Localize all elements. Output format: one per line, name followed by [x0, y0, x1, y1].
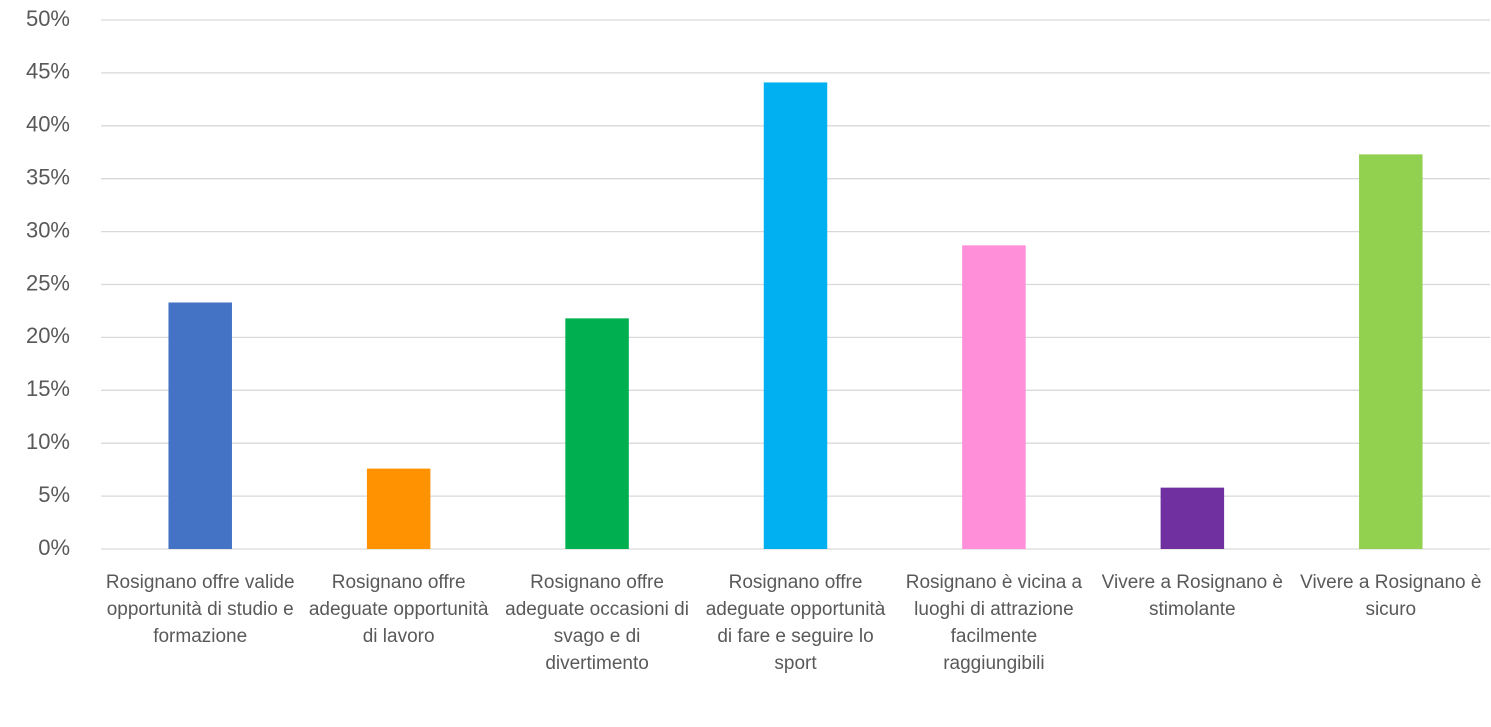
x-tick-label: Vivere a Rosignano è stimolante: [1101, 572, 1283, 620]
y-tick-label: 50%: [26, 6, 70, 31]
bar: [168, 302, 232, 549]
bar: [962, 245, 1026, 549]
y-tick-label: 20%: [26, 323, 70, 348]
x-tick-label: Rosignano offre adeguate opportunità di …: [705, 572, 886, 674]
x-tick-label: Rosignano offre adeguate occasioni di sv…: [505, 572, 689, 674]
y-tick-label: 10%: [26, 429, 70, 454]
bar: [1160, 487, 1225, 549]
y-tick-label: 45%: [26, 59, 70, 84]
y-tick-label: 30%: [26, 217, 70, 242]
bar: [565, 318, 629, 549]
y-tick-label: 15%: [26, 376, 70, 401]
y-tick-label: 25%: [26, 270, 70, 295]
bar: [366, 468, 431, 549]
x-tick-label: Rosignano offre adeguate opportunità di …: [308, 572, 489, 647]
x-tick-label: Rosignano è vicina a luoghi di attrazion…: [905, 572, 1083, 674]
x-tick-label: Vivere a Rosignano è sicuro: [1300, 572, 1482, 620]
x-tick-label: Rosignano offre valide opportunità di st…: [105, 572, 295, 647]
y-tick-label: 40%: [26, 112, 70, 137]
y-tick-label: 5%: [38, 482, 70, 507]
y-tick-label: 35%: [26, 165, 70, 190]
bar: [1359, 154, 1423, 549]
y-tick-label: 0%: [38, 535, 70, 560]
bar: [763, 82, 828, 549]
